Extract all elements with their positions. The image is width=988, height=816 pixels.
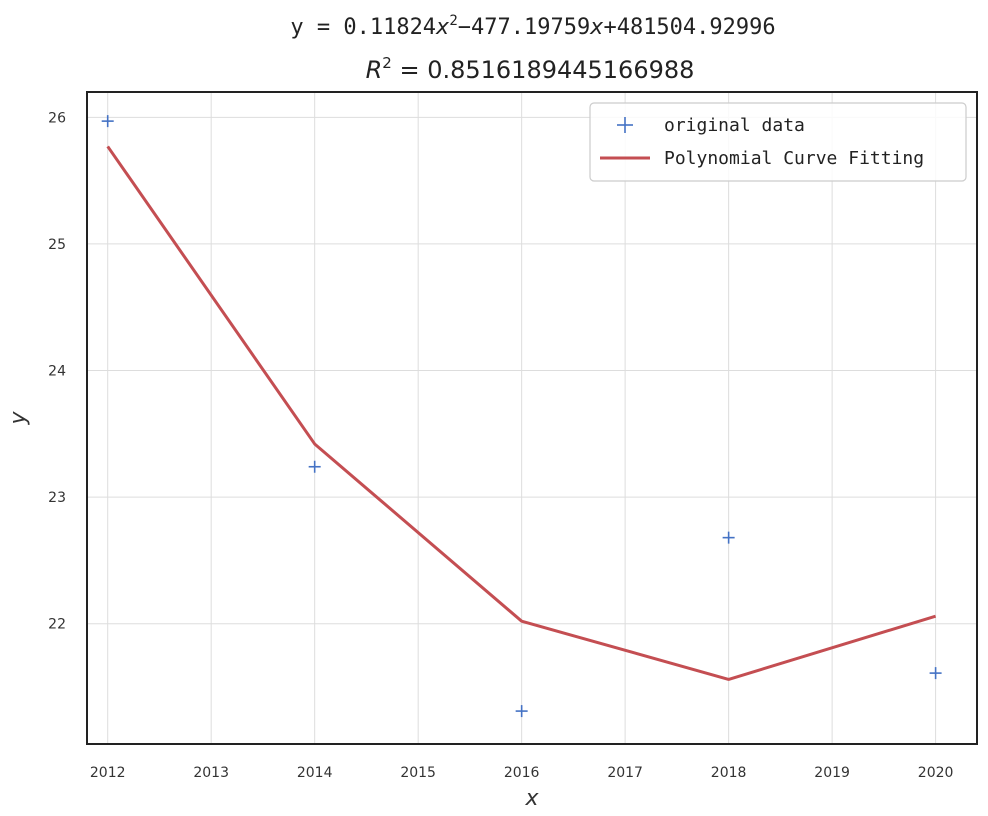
x-tick-label: 2015 <box>400 765 436 781</box>
plot-frame <box>86 91 978 745</box>
x-tick-label: 2014 <box>297 765 333 781</box>
x-tick-label: 2020 <box>918 765 954 781</box>
legend: original data Polynomial Curve Fitting <box>589 102 967 182</box>
legend-marker-original-data <box>617 117 633 133</box>
x-axis-label: x <box>524 786 539 811</box>
legend-label-polynomial-fit: Polynomial Curve Fitting <box>664 148 924 169</box>
chart-title-r2: R2 = 0.8516189445166988 <box>366 54 695 84</box>
y-tick-label: 25 <box>48 237 66 253</box>
x-tick-label: 2018 <box>711 765 747 781</box>
y-tick-label: 22 <box>48 617 66 633</box>
y-tick-label: 26 <box>48 110 66 126</box>
data-point <box>929 667 942 680</box>
legend-label-original-data: original data <box>664 115 805 136</box>
data-point <box>515 705 528 718</box>
x-tick-label: 2019 <box>814 765 850 781</box>
x-tick-label: 2013 <box>193 765 229 781</box>
x-tick-label: 2012 <box>90 765 126 781</box>
chart-title-fit: y = 0.11824x2−477.19759x+481504.92996 <box>290 13 775 40</box>
data-point <box>308 460 321 473</box>
series <box>101 115 942 718</box>
y-axis-label: y <box>6 411 31 426</box>
data-point <box>722 531 735 544</box>
fit-curve-line <box>106 145 937 681</box>
ticks: 2012 2013 2014 2015 2016 2017 2018 2019 2020 22 23… <box>48 110 953 781</box>
y-tick-label: 23 <box>48 490 66 506</box>
data-point <box>101 115 114 128</box>
x-tick-label: 2017 <box>607 765 643 781</box>
x-tick-label: 2016 <box>504 765 540 781</box>
legend-box <box>589 102 967 182</box>
y-tick-label: 24 <box>48 364 66 380</box>
grid <box>87 92 977 744</box>
